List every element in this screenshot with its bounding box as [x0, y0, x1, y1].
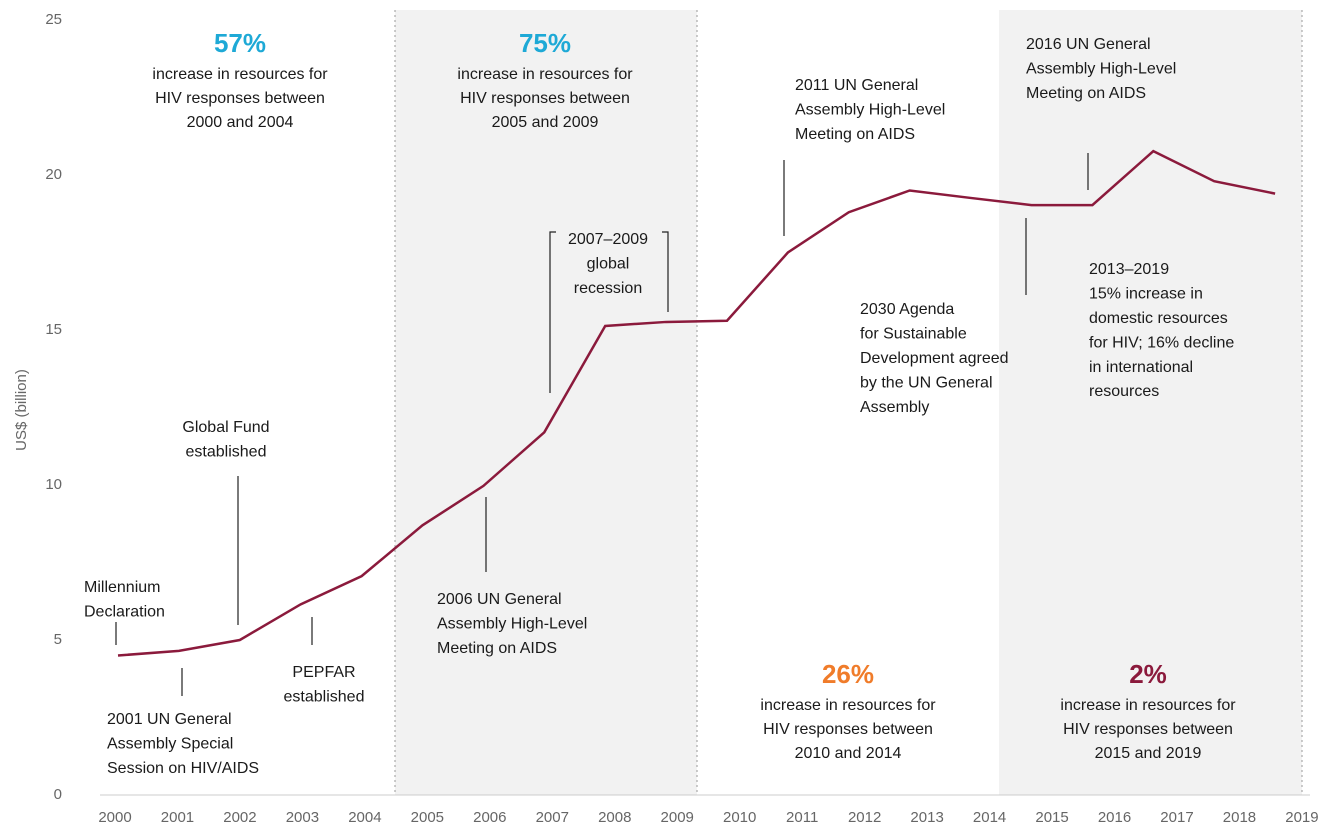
annotation-text: Meeting on AIDS	[1026, 85, 1146, 102]
annotation-text: 2030 Agenda	[860, 301, 954, 318]
callout-text: increase in resources for	[152, 66, 328, 83]
annotation-text: Meeting on AIDS	[795, 126, 915, 143]
x-tick-label: 2003	[286, 809, 319, 826]
callout-text: HIV responses between	[155, 90, 325, 107]
callout-text: 2005 and 2009	[492, 114, 599, 131]
callout-percent: 26%	[822, 659, 874, 689]
x-tick-label: 2018	[1223, 809, 1256, 826]
annotation-text: domestic resources	[1089, 310, 1228, 327]
annotation-text: in international	[1089, 359, 1193, 376]
callout-text: increase in resources for	[760, 697, 936, 714]
annotation-text: for Sustainable	[860, 326, 967, 343]
annotation-text: PEPFAR	[292, 664, 355, 681]
annotation-text: Assembly High-Level	[795, 102, 945, 119]
x-tick-label: 2004	[348, 809, 381, 826]
annotation-text: 15% increase in	[1089, 286, 1203, 303]
annotation-text: Declaration	[84, 604, 165, 621]
x-tick-label: 2019	[1285, 809, 1318, 826]
period-band	[999, 10, 1302, 795]
annotation-text: Assembly High-Level	[437, 616, 587, 633]
callout-percent: 57%	[214, 28, 266, 58]
annotation-text: Assembly High-Level	[1026, 61, 1176, 78]
x-tick-label: 2005	[411, 809, 444, 826]
x-tick-label: 2017	[1160, 809, 1193, 826]
x-tick-label: 2002	[223, 809, 256, 826]
y-axis-label: US$ (billion)	[13, 369, 30, 451]
annotation-text: 2011 UN General	[795, 77, 918, 94]
annotation-text: recession	[574, 280, 642, 297]
y-tick-label: 15	[45, 321, 62, 338]
callout-text: 2000 and 2004	[187, 114, 294, 131]
annotation-text: Meeting on AIDS	[437, 640, 557, 657]
callout-percent: 2%	[1129, 659, 1167, 689]
x-tick-label: 2001	[161, 809, 194, 826]
annotation-text: established	[284, 689, 365, 706]
annotation-text: 2016 UN General	[1026, 36, 1151, 53]
annotation-text: Millennium	[84, 579, 160, 596]
annotation-text: 2006 UN General	[437, 591, 562, 608]
y-tick-label: 10	[45, 476, 62, 493]
annotation-text: Assembly	[860, 399, 929, 416]
y-tick-label: 20	[45, 166, 62, 183]
annotation-text: Global Fund	[182, 419, 269, 436]
x-tick-label: 2009	[661, 809, 694, 826]
annotation-text: Session on HIV/AIDS	[107, 760, 259, 777]
annotation-text: 2013–2019	[1089, 261, 1169, 278]
callout-text: increase in resources for	[1060, 697, 1236, 714]
x-tick-label: 2000	[98, 809, 131, 826]
annotation-text: by the UN General	[860, 374, 993, 391]
x-tick-label: 2011	[786, 809, 818, 826]
annotation-text: Assembly Special	[107, 736, 233, 753]
x-tick-label: 2015	[1035, 809, 1068, 826]
annotation-text: Development agreed	[860, 350, 1009, 367]
x-tick-label: 2010	[723, 809, 756, 826]
x-tick-label: 2008	[598, 809, 631, 826]
x-tick-label: 2016	[1098, 809, 1131, 826]
x-tick-label: 2006	[473, 809, 506, 826]
data-line	[117, 149, 1276, 657]
callout-text: HIV responses between	[1063, 721, 1233, 738]
callout-text: HIV responses between	[460, 90, 630, 107]
annotation-text: global	[587, 256, 630, 273]
annotation-text: resources	[1089, 383, 1159, 400]
callout-text: increase in resources for	[457, 66, 633, 83]
leader-lines	[115, 153, 1089, 696]
x-tick-label: 2013	[910, 809, 943, 826]
y-tick-label: 0	[54, 786, 62, 803]
y-tick-label: 25	[45, 11, 62, 28]
annotation-text: 2001 UN General	[107, 711, 232, 728]
x-tick-label: 2012	[848, 809, 881, 826]
callout-percent: 75%	[519, 28, 571, 58]
annotation-text: for HIV; 16% decline	[1089, 334, 1234, 351]
x-tick-label: 2007	[536, 809, 569, 826]
x-tick-label: 2014	[973, 809, 1006, 826]
callout-text: 2010 and 2014	[795, 745, 902, 762]
y-tick-label: 5	[54, 631, 62, 648]
annotation-text: 2007–2009	[568, 231, 648, 248]
callout-text: HIV responses between	[763, 721, 933, 738]
annotation-text: established	[186, 444, 267, 461]
period-band	[395, 10, 697, 795]
callout-text: 2015 and 2019	[1095, 745, 1202, 762]
